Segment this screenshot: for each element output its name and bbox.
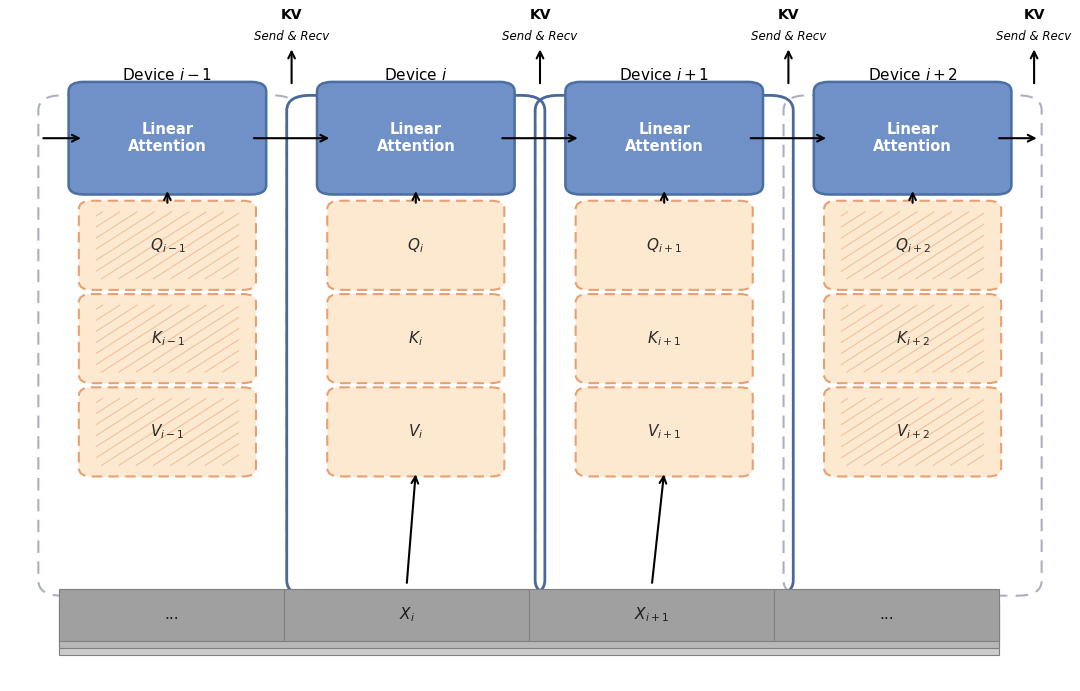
Text: KV: KV (1024, 8, 1044, 21)
FancyBboxPatch shape (318, 82, 515, 195)
Text: Send & Recv: Send & Recv (254, 30, 329, 43)
Bar (59, 589, 284, 641)
Text: Send & Recv: Send & Recv (751, 30, 826, 43)
FancyBboxPatch shape (824, 201, 1001, 290)
FancyBboxPatch shape (39, 95, 296, 596)
Text: $Q_i$: $Q_i$ (407, 236, 424, 255)
FancyBboxPatch shape (79, 201, 256, 290)
Text: $V_{i+2}$: $V_{i+2}$ (895, 422, 930, 442)
Text: Device $i-1$: Device $i-1$ (122, 67, 213, 83)
Bar (284, 589, 529, 641)
FancyBboxPatch shape (79, 294, 256, 383)
FancyBboxPatch shape (536, 95, 793, 596)
FancyBboxPatch shape (327, 294, 504, 383)
Text: KV: KV (778, 8, 799, 21)
Text: $K_i$: $K_i$ (408, 329, 423, 348)
Text: Device $i+1$: Device $i+1$ (619, 67, 710, 83)
Text: $V_{i-1}$: $V_{i-1}$ (150, 422, 185, 442)
FancyBboxPatch shape (784, 95, 1041, 596)
Text: $Q_{i+1}$: $Q_{i+1}$ (646, 236, 683, 255)
Text: ...: ... (879, 607, 894, 623)
Text: $K_{i-1}$: $K_{i-1}$ (150, 329, 185, 348)
Bar (774, 589, 999, 641)
Text: KV: KV (281, 8, 302, 21)
Text: Linear
Attention: Linear Attention (874, 122, 951, 154)
Text: $Q_{i-1}$: $Q_{i-1}$ (149, 236, 186, 255)
Text: $K_{i+1}$: $K_{i+1}$ (647, 329, 681, 348)
FancyBboxPatch shape (824, 294, 1001, 383)
Text: $Q_{i+2}$: $Q_{i+2}$ (894, 236, 931, 255)
Text: $V_{i+1}$: $V_{i+1}$ (647, 422, 681, 442)
FancyBboxPatch shape (576, 201, 753, 290)
Text: ...: ... (164, 607, 179, 623)
Text: Linear
Attention: Linear Attention (377, 122, 455, 154)
Text: $V_i$: $V_i$ (408, 422, 423, 442)
Text: Linear
Attention: Linear Attention (625, 122, 703, 154)
Text: Device $i+2$: Device $i+2$ (867, 67, 958, 83)
FancyBboxPatch shape (69, 82, 266, 195)
FancyBboxPatch shape (79, 387, 256, 477)
Bar (529, 589, 774, 641)
Text: Send & Recv: Send & Recv (997, 30, 1071, 43)
FancyBboxPatch shape (566, 82, 762, 195)
Text: Linear
Attention: Linear Attention (129, 122, 206, 154)
Text: $X_{i+1}$: $X_{i+1}$ (634, 605, 670, 625)
FancyBboxPatch shape (286, 95, 544, 596)
Text: $K_{i+2}$: $K_{i+2}$ (895, 329, 930, 348)
FancyBboxPatch shape (327, 387, 504, 477)
FancyBboxPatch shape (327, 201, 504, 290)
Text: Send & Recv: Send & Recv (502, 30, 578, 43)
Bar (59, 596, 999, 648)
FancyBboxPatch shape (824, 387, 1001, 477)
Bar (59, 603, 999, 655)
FancyBboxPatch shape (576, 294, 753, 383)
Text: KV: KV (529, 8, 551, 21)
Text: Device $i$: Device $i$ (384, 67, 447, 83)
FancyBboxPatch shape (814, 82, 1011, 195)
FancyBboxPatch shape (576, 387, 753, 477)
Text: $X_i$: $X_i$ (399, 605, 415, 625)
